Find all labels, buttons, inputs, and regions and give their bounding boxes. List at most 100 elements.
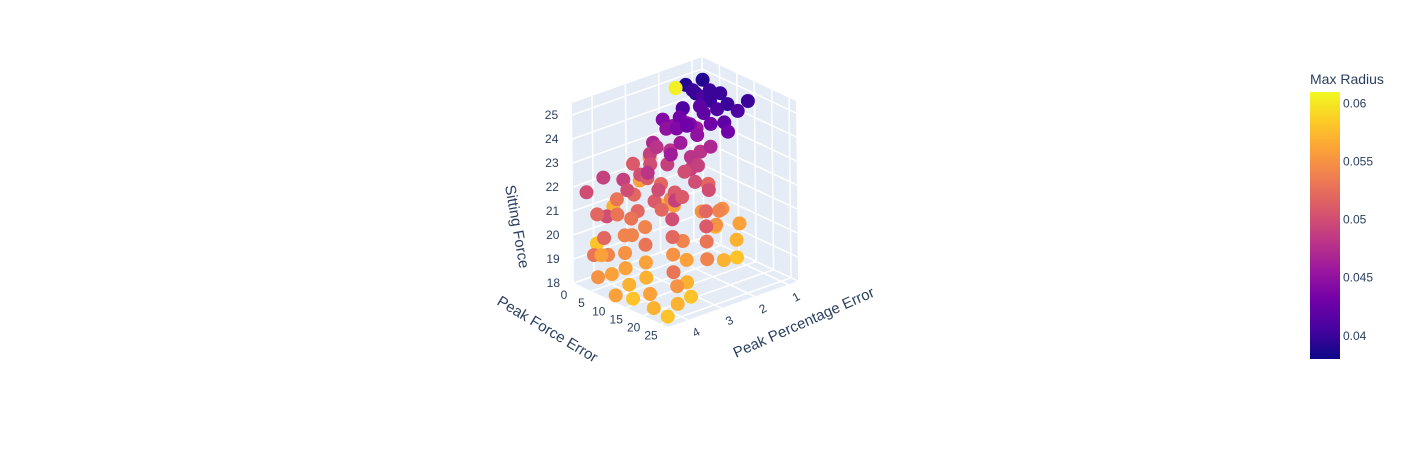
data-point[interactable]	[654, 202, 669, 217]
data-point[interactable]	[677, 164, 692, 179]
data-point[interactable]	[625, 228, 639, 243]
data-point[interactable]	[698, 204, 713, 219]
data-point[interactable]	[730, 250, 744, 265]
data-point[interactable]	[703, 116, 718, 131]
data-point[interactable]	[638, 255, 653, 270]
data-point[interactable]	[666, 265, 681, 280]
data-point[interactable]	[663, 147, 678, 162]
data-point[interactable]	[675, 190, 690, 204]
z-axis-title: Sitting Force	[501, 184, 532, 270]
data-point[interactable]	[610, 207, 625, 222]
data-point[interactable]	[721, 124, 735, 139]
z-gridline	[702, 92, 797, 138]
data-points	[579, 72, 755, 324]
data-point[interactable]	[604, 267, 619, 282]
z-tick-label: 18	[547, 276, 561, 290]
y-tick-label: 3	[723, 313, 736, 329]
data-point[interactable]	[688, 174, 703, 189]
data-point[interactable]	[732, 216, 747, 231]
z-tick-label: 23	[545, 156, 559, 170]
data-point[interactable]	[626, 291, 641, 306]
data-point[interactable]	[685, 83, 700, 98]
data-point[interactable]	[618, 261, 633, 276]
data-point[interactable]	[660, 309, 675, 324]
data-point[interactable]	[696, 106, 711, 121]
y-gridline	[657, 72, 662, 253]
data-point[interactable]	[666, 247, 681, 262]
data-point[interactable]	[700, 252, 715, 267]
data-point[interactable]	[624, 211, 639, 226]
colorbar-tick-label: 0.05	[1343, 213, 1367, 227]
data-point[interactable]	[699, 234, 714, 249]
data-point[interactable]	[646, 301, 661, 316]
colorbar-gradient	[1310, 92, 1340, 359]
data-point[interactable]	[679, 118, 694, 133]
data-point[interactable]	[665, 212, 680, 227]
colorbar: Max Radius 0.04 0.045 0.05 0.055 0.06	[1310, 71, 1384, 359]
x-tick-label: 20	[627, 321, 641, 335]
y-tick-label: 4	[690, 324, 703, 340]
x-gridline	[660, 277, 792, 325]
data-point[interactable]	[579, 185, 594, 200]
colorbar-ticks: 0.04 0.045 0.05 0.055 0.06	[1343, 97, 1373, 343]
colorbar-title: Max Radius	[1310, 71, 1384, 87]
z-tick-label: 19	[546, 252, 560, 266]
x-tick-label: 10	[592, 304, 606, 318]
data-point[interactable]	[651, 183, 666, 197]
x-gridline	[770, 89, 775, 270]
data-point[interactable]	[620, 183, 635, 198]
data-point[interactable]	[591, 270, 606, 285]
data-point[interactable]	[649, 140, 664, 155]
data-point[interactable]	[639, 270, 654, 285]
colorbar-tick-label: 0.06	[1343, 97, 1367, 111]
data-point[interactable]	[638, 237, 653, 252]
x-gridline	[643, 268, 774, 317]
data-point[interactable]	[716, 253, 731, 268]
data-point[interactable]	[665, 230, 680, 244]
data-point[interactable]	[618, 246, 633, 260]
data-point[interactable]	[670, 279, 685, 294]
data-point[interactable]	[730, 103, 745, 118]
data-point[interactable]	[673, 135, 688, 150]
data-point[interactable]	[729, 232, 744, 247]
x-gridline	[591, 244, 722, 292]
data-point[interactable]	[668, 81, 683, 95]
data-point[interactable]	[713, 86, 728, 101]
data-point[interactable]	[670, 296, 685, 311]
data-point[interactable]	[626, 156, 640, 171]
z-gridline	[571, 68, 703, 116]
data-point[interactable]	[590, 207, 605, 222]
z-gridline	[703, 188, 798, 234]
data-point[interactable]	[640, 165, 655, 180]
data-point[interactable]	[608, 288, 623, 303]
data-point[interactable]	[594, 248, 609, 263]
x-tick-label: 5	[578, 296, 585, 310]
x-tick-label: 15	[610, 312, 624, 326]
data-point[interactable]	[643, 287, 658, 301]
data-point[interactable]	[691, 158, 705, 173]
z-tick-label: 24	[545, 132, 559, 146]
data-point[interactable]	[712, 203, 727, 218]
data-point[interactable]	[622, 277, 637, 292]
data-point[interactable]	[597, 231, 612, 245]
data-point[interactable]	[679, 252, 694, 267]
data-point[interactable]	[703, 139, 718, 154]
z-gridline	[572, 92, 703, 140]
x-tick-label: 0	[561, 288, 568, 302]
data-point[interactable]	[596, 170, 611, 185]
data-point[interactable]	[616, 172, 631, 187]
data-point[interactable]	[690, 128, 705, 142]
data-point[interactable]	[684, 289, 698, 304]
data-point[interactable]	[740, 94, 755, 108]
data-point[interactable]	[659, 121, 674, 136]
data-point[interactable]	[699, 219, 714, 234]
x-gridline	[753, 81, 757, 262]
data-point[interactable]	[702, 83, 717, 98]
data-point[interactable]	[695, 72, 710, 87]
data-point[interactable]	[638, 220, 653, 235]
z-gridline	[702, 164, 798, 210]
data-point[interactable]	[720, 97, 735, 112]
data-point[interactable]	[701, 183, 716, 197]
data-point[interactable]	[609, 192, 624, 207]
